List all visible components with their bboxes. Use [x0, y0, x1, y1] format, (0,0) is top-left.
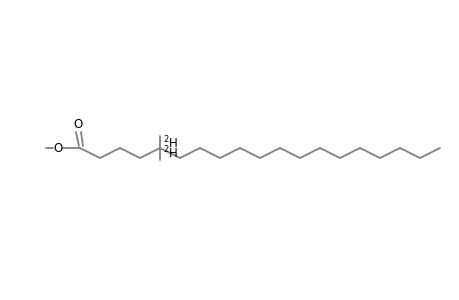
Text: $^2$H: $^2$H	[162, 135, 178, 152]
Text: O: O	[74, 118, 83, 130]
Text: $^2$H: $^2$H	[162, 144, 178, 161]
Text: O: O	[53, 142, 62, 154]
